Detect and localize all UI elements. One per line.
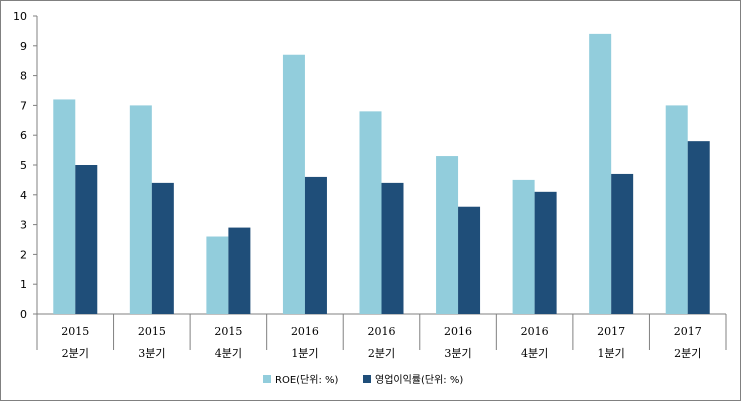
y-tick-label: 8 [20, 70, 27, 83]
operating-margin-bar [228, 227, 251, 314]
x-tick-label-quarter: 1분기 [291, 347, 318, 360]
y-tick-label: 3 [20, 219, 27, 232]
operating-margin-bar [458, 206, 481, 314]
y-tick-label: 9 [20, 40, 27, 53]
operating-margin-bar [687, 141, 710, 314]
x-tick-label-quarter: 3분기 [138, 347, 165, 360]
y-tick-label: 4 [20, 189, 27, 202]
roe-bar [129, 105, 152, 315]
x-tick-label-year: 2016 [521, 325, 549, 338]
x-tick-label-year: 2016 [368, 325, 396, 338]
roe-bar [512, 179, 535, 314]
x-tick-label-quarter: 2분기 [674, 347, 701, 360]
operating-margin-bar [534, 191, 557, 314]
x-tick-label-year: 2015 [214, 325, 242, 338]
y-tick-label: 7 [20, 99, 27, 112]
x-tick-label-year: 2017 [597, 325, 625, 338]
legend-swatch-operating-margin [363, 375, 371, 383]
roe-bar [436, 156, 459, 314]
legend-label-operating-margin: 영업이익률(단위: %) [375, 373, 463, 386]
roe-bar [206, 236, 229, 314]
roe-bar [589, 33, 612, 314]
roe-bar [665, 105, 688, 315]
y-tick-label: 1 [20, 278, 27, 291]
x-tick-label-quarter: 4분기 [521, 347, 548, 360]
operating-margin-bar [611, 173, 634, 314]
x-tick-label-year: 2015 [138, 325, 166, 338]
y-tick-label: 0 [20, 308, 27, 321]
x-tick-label-year: 2017 [674, 325, 702, 338]
x-tick-label-quarter: 2분기 [62, 347, 89, 360]
legend-label-roe: ROE(단위: %) [275, 373, 338, 386]
x-tick-label-quarter: 4분기 [215, 347, 242, 360]
x-tick-label-quarter: 1분기 [598, 347, 625, 360]
x-tick-label-year: 2015 [61, 325, 89, 338]
x-tick-label-year: 2016 [444, 325, 472, 338]
x-tick-label-year: 2016 [291, 325, 319, 338]
legend-swatch-roe [263, 375, 271, 383]
roe-bar [282, 54, 305, 315]
y-tick-label: 6 [20, 129, 27, 142]
x-tick-label-quarter: 2분기 [368, 347, 395, 360]
operating-margin-bar [381, 182, 404, 314]
y-tick-label: 5 [20, 159, 27, 172]
roe-bar [359, 111, 382, 314]
x-tick-label-quarter: 3분기 [444, 347, 471, 360]
y-tick-label: 2 [20, 248, 27, 261]
operating-margin-bar [75, 165, 98, 314]
operating-margin-bar [304, 176, 327, 314]
roe-bar [53, 99, 76, 314]
operating-margin-bar [151, 182, 174, 314]
y-tick-label: 10 [13, 10, 27, 23]
